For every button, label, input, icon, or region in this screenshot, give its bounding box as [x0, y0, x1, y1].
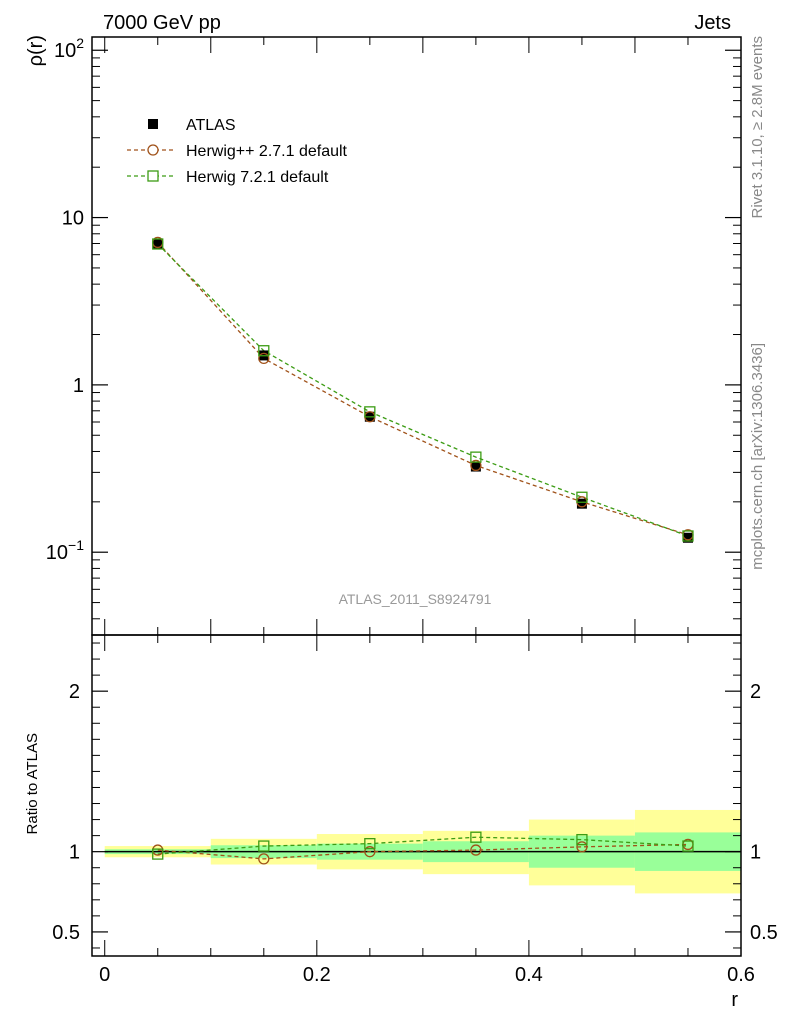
ratio-point-herwig7: [258, 840, 270, 852]
bottom-y-tick-label-right: 1: [750, 842, 761, 864]
x-axis-label: r: [731, 989, 738, 1011]
top-series-line-herwigpp: [157, 242, 689, 536]
ratio-point-herwigpp: [470, 844, 482, 856]
bottom-y-tick-label: 1: [69, 842, 80, 864]
top-point-herwig7: [576, 491, 588, 503]
ratio-point-herwig7: [576, 833, 588, 846]
header-right: Jets: [694, 12, 731, 34]
bottom-y-axis-label: Ratio to ATLAS: [24, 733, 41, 834]
top-point-herwig7: [364, 406, 376, 418]
top-series-line-herwig7: [157, 243, 689, 537]
top-data-point-atlas: [152, 238, 163, 249]
side-label-mcplots: mcplots.cern.ch [arXiv:1306.3436]: [749, 343, 766, 570]
watermark: ATLAS_2011_S8924791: [339, 591, 492, 607]
bottom-y-tick-label: 0.5: [52, 922, 80, 944]
legend-marker-atlas: [148, 119, 158, 129]
top-panel: ATLAS_2011_S8924791 ρ(r) 102 10 1 10−1 ATLA…: [25, 35, 742, 635]
top-point-herwigpp: [258, 352, 270, 365]
legend-marker-herwig7: [147, 170, 159, 182]
top-point-herwigpp: [470, 459, 482, 472]
x-tick-label: 0.6: [727, 964, 755, 986]
top-data-point-atlas: [576, 498, 587, 509]
top-point-herwig7: [682, 530, 694, 542]
ratio-point-herwigpp: [576, 841, 588, 853]
legend-label-herwig7: Herwig 7.2.1 default: [186, 169, 329, 186]
top-y-axis-label: ρ(r): [25, 35, 47, 66]
top-y-tick-label: 10: [62, 208, 84, 230]
bottom-frame: [91, 634, 742, 957]
top-y-tick-label: 102: [54, 35, 84, 62]
top-point-herwig7: [470, 451, 482, 463]
ratio-point-herwigpp: [258, 853, 270, 865]
top-point-herwig7: [152, 238, 164, 250]
header-left: 7000 GeV pp: [103, 12, 221, 34]
top-data-point-atlas: [470, 461, 481, 472]
ratio-point-herwig7: [364, 838, 376, 850]
ratio-line-herwigpp: [157, 843, 688, 860]
x-tick-label: 0.2: [303, 964, 331, 986]
ratio-point-herwig7: [152, 848, 164, 860]
ratio-line-herwig7: [157, 836, 689, 855]
bottom-y-tick-label-right: 2: [750, 681, 761, 703]
top-y-tick-label: 1: [73, 375, 84, 397]
side-label-rivet: Rivet 3.1.10, ≥ 2.8M events: [749, 36, 766, 219]
ratio-point-herwig7: [682, 840, 694, 852]
bottom-y-tick-label-right: 0.5: [750, 922, 778, 944]
legend-label-herwigpp: Herwig++ 2.7.1 default: [186, 143, 348, 160]
x-tick-label: 0: [99, 964, 110, 986]
legend-label-data: ATLAS: [186, 117, 236, 134]
ratio-point-herwigpp: [364, 846, 376, 858]
x-tick-label: 0.4: [515, 964, 543, 986]
top-point-herwig7: [258, 345, 270, 357]
top-y-tick-label: 10−1: [46, 537, 84, 564]
bottom-panel: 0.5 0.5 1 1 2 2 0 0.2 0.4 0.6 Ratio to ATLAS r: [24, 635, 778, 1011]
ratio-point-herwig7: [470, 831, 482, 843]
top-data-point-atlas: [682, 532, 693, 543]
legend: ATLAS Herwig++ 2.7.1 default Herwig 7.2.1 …: [127, 117, 348, 186]
bottom-y-tick-label: 2: [69, 681, 80, 703]
legend-marker-herwigpp: [147, 144, 159, 156]
